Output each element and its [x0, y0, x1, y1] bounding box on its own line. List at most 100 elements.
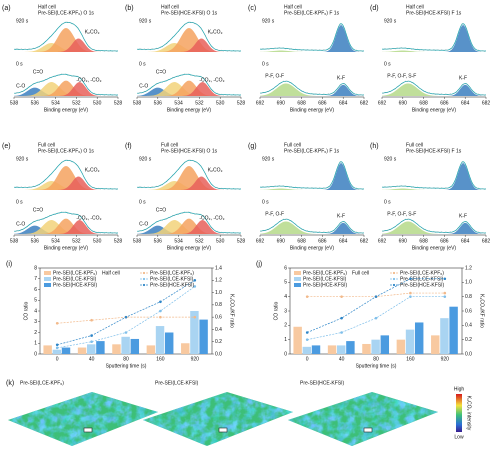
line-point	[159, 309, 162, 313]
x-tick-label: 530	[93, 238, 102, 244]
envelope	[259, 80, 365, 96]
legend-point	[142, 283, 146, 287]
envelope	[13, 21, 119, 52]
y-tick-label: 0	[34, 351, 37, 357]
line-point	[374, 316, 378, 320]
y2-tick-label: 0.8	[465, 294, 472, 300]
peak-label: C-O	[139, 83, 148, 89]
y-tick-label: 1	[34, 341, 37, 347]
scale-bar	[218, 427, 228, 433]
panel-label: (g)	[248, 143, 257, 150]
bar	[61, 347, 71, 354]
peak-label: K₂CO₃	[208, 29, 223, 35]
y2-tick-label: 1.0	[215, 290, 222, 296]
y2-axis-label: K₂CO₃/KF ratio	[479, 294, 485, 328]
fit-peak	[137, 220, 241, 234]
legend-label: Pre-SEI(LCE-KFSI)	[53, 276, 97, 282]
x-tick-label: 530	[216, 238, 225, 244]
line-point	[409, 291, 412, 295]
fit-peak	[382, 50, 486, 52]
y-tick-label: 6	[284, 265, 287, 271]
peak-label: C-O	[16, 221, 25, 227]
x-tick-label: 692	[378, 100, 387, 106]
fit-peak	[137, 166, 241, 190]
panel-title: Pre-SEI(HCE-KFSI) F 1s	[406, 10, 462, 16]
time-label: 920 s	[16, 156, 29, 162]
x-tick-label: 528	[114, 100, 123, 106]
time-label: 920 s	[262, 156, 275, 162]
fit-peak	[14, 218, 118, 234]
cell-type: Half cell	[284, 4, 302, 10]
y-tick-label: 0	[284, 351, 287, 357]
color-bar	[456, 394, 462, 432]
panel-label: (c)	[248, 5, 256, 12]
color-high: High	[454, 386, 465, 392]
bar	[362, 343, 371, 354]
x-tick-label: 920	[441, 356, 450, 362]
envelope	[136, 211, 242, 234]
annotation: Full cell	[352, 270, 369, 276]
x-tick-label: 682	[482, 100, 491, 106]
color-low: Low	[454, 434, 464, 440]
bar	[440, 318, 449, 354]
x-tick-label: 0	[306, 356, 309, 362]
x-tick-label: 534	[174, 100, 183, 106]
x-axis-label: Sputtering time (s)	[106, 363, 147, 369]
peak-label: C=O	[156, 207, 167, 213]
x-tick-label: 688	[297, 238, 306, 244]
legend-label: Pre-SEI(LCE-KPF₆)	[400, 270, 444, 276]
line-point	[443, 295, 447, 298]
peak-label: P-F, O-F, S-F	[387, 73, 416, 79]
x-tick-label: 528	[114, 238, 123, 244]
time-label: 0 s	[384, 61, 391, 67]
x-tick-label: 920	[191, 356, 200, 362]
bar	[52, 349, 62, 354]
line-point	[409, 295, 412, 298]
x-tick-label: 536	[154, 100, 163, 106]
legend-label: Pre-SEI(LCE-KFSI)	[303, 276, 347, 282]
fit-peak	[382, 163, 486, 190]
x-tick-label: 686	[318, 100, 327, 106]
x-tick-label: 160	[406, 356, 415, 362]
x-axis-label: Binding energy (eV)	[412, 107, 457, 113]
line-point	[340, 331, 343, 334]
legend-label: Pre-SEI(HCE-KFSI)	[150, 282, 195, 288]
bar	[121, 336, 130, 354]
legend-swatch	[294, 283, 301, 287]
bar	[43, 345, 52, 354]
line-point	[193, 285, 197, 288]
fit-peak	[14, 220, 118, 234]
x-axis-label: Binding energy (eV)	[167, 107, 212, 113]
envelope	[13, 211, 119, 234]
line-point	[340, 295, 343, 298]
envelope	[381, 161, 487, 190]
x-tick-label: 40	[339, 356, 345, 362]
y2-tick-label: 1.0	[465, 280, 472, 286]
x-tick-label: 160	[156, 356, 165, 362]
panel-label: (d)	[370, 5, 379, 12]
y-tick-label: 2	[34, 330, 37, 336]
panel-title: Pre-SEI(LCE-KPF₆) O 1s	[38, 148, 94, 154]
bar	[449, 306, 458, 354]
x-tick-label: 532	[72, 238, 81, 244]
panel-label: (i)	[6, 261, 12, 268]
line-point	[90, 318, 93, 322]
x-tick-label: 684	[461, 100, 470, 106]
bar	[87, 344, 96, 354]
peak-label: C-O	[139, 221, 148, 227]
peak-label: C-O	[16, 83, 25, 89]
peak-label: P-F, O-F, S-F	[387, 211, 416, 217]
x-tick-label: 682	[360, 238, 369, 244]
x-tick-label: 682	[482, 238, 491, 244]
envelope	[13, 159, 119, 190]
fit-peak	[260, 84, 364, 96]
y-tick-label: 2	[284, 323, 287, 329]
fit-peak	[14, 82, 118, 96]
cell-type: Full cell	[161, 142, 178, 148]
x-tick-label: 532	[195, 238, 204, 244]
fit-peak	[382, 188, 486, 190]
legend-label: Pre-SEI(LCE-KPF₆)	[150, 270, 194, 276]
line-point	[443, 291, 447, 295]
y2-tick-label: 0.4	[215, 327, 222, 333]
bar	[190, 311, 199, 354]
